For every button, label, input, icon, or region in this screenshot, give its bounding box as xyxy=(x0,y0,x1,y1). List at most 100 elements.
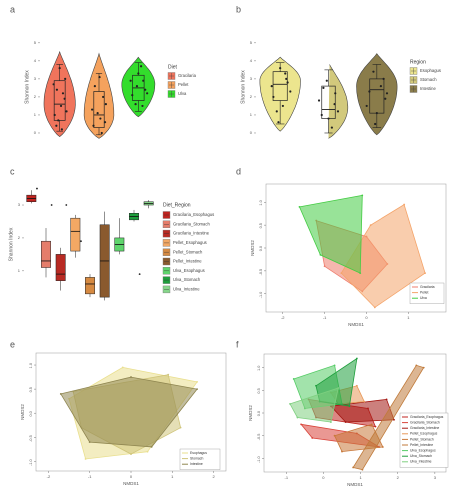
panel-label-b: b xyxy=(236,4,241,14)
data-point xyxy=(135,84,139,88)
panel-a-ytick-label: 1 xyxy=(34,112,37,117)
panel-b-ylabel: Shannon Index xyxy=(240,70,246,104)
data-point xyxy=(336,110,340,113)
data-point xyxy=(374,122,377,126)
sample-point xyxy=(179,426,182,429)
panel-b-ytick-label: 0 xyxy=(250,130,253,135)
data-point xyxy=(272,95,275,99)
legend-label: Ulva xyxy=(420,296,427,300)
violin-intestine xyxy=(356,53,398,136)
panel-label-f: f xyxy=(236,339,239,349)
panel-b-ytick-label: 2 xyxy=(250,94,253,99)
legend-label: Gracilaria_Esophagus xyxy=(173,212,214,217)
data-point xyxy=(286,81,289,84)
xtick-label: 0 xyxy=(365,315,368,320)
legend-label: Pellet_Esophagus xyxy=(410,432,438,436)
sample-point xyxy=(369,224,372,227)
sample-point xyxy=(344,421,347,423)
sample-point xyxy=(359,272,362,275)
panel-b-ytick-label: 1 xyxy=(250,112,253,117)
data-point xyxy=(60,128,63,131)
sample-point xyxy=(385,398,388,401)
data-point xyxy=(134,103,137,106)
sample-point xyxy=(403,203,406,206)
legend-label: Gracilaria_Stomach xyxy=(410,420,440,424)
xtick-label: 0 xyxy=(322,475,325,480)
panel-a-ytick-label: 2 xyxy=(34,94,37,99)
data-point xyxy=(92,124,95,127)
data-point xyxy=(57,119,60,122)
ytick-label: 0.0 xyxy=(259,246,263,251)
legend-box xyxy=(179,448,221,470)
legend-label: Pellet xyxy=(178,82,189,87)
data-point xyxy=(379,84,382,88)
sample-point xyxy=(311,437,314,439)
sample-point xyxy=(289,403,291,405)
ylabel: NMDS2 xyxy=(20,404,25,420)
data-point xyxy=(141,104,144,108)
ytick-label: -0.5 xyxy=(257,434,261,441)
sample-point xyxy=(393,418,395,421)
sample-point xyxy=(59,393,62,395)
ytick-label: 1.0 xyxy=(29,363,33,368)
legend-label: Pellet_Intestine xyxy=(173,259,202,264)
box-gracilaria_stomach xyxy=(41,240,51,268)
xtick-label: 3 xyxy=(434,475,437,480)
legend-label: Pellet xyxy=(420,290,429,294)
sample-point xyxy=(296,416,299,419)
data-point xyxy=(270,84,273,88)
outlier-point xyxy=(138,273,141,276)
panel-a-ytick-label: 3 xyxy=(34,76,37,81)
sample-point xyxy=(370,423,373,426)
xtick-label: 2 xyxy=(212,474,215,479)
data-point xyxy=(277,121,280,124)
sample-point xyxy=(88,441,91,444)
sample-point xyxy=(130,453,132,456)
panel-a-ytick-label: 5 xyxy=(34,40,37,45)
box-gracilaria xyxy=(53,80,66,121)
data-point xyxy=(59,104,63,108)
legend-label: Ulva_Esophagus xyxy=(173,268,205,273)
sample-point xyxy=(323,265,326,268)
legend-label: Ulva_Stomach xyxy=(410,454,432,458)
legend-label: Gracilaria xyxy=(178,73,197,78)
sample-point xyxy=(422,366,425,369)
ytick-label: -1.0 xyxy=(259,292,263,299)
data-point xyxy=(142,79,145,82)
xlabel: NMDS1 xyxy=(348,322,364,327)
legend-label: Gracilaria xyxy=(420,285,435,289)
panel-label-d: d xyxy=(236,166,241,176)
xtick-label: -2 xyxy=(47,474,51,479)
sample-point xyxy=(292,378,295,380)
legend-title: Diet_Region xyxy=(163,202,191,208)
data-point xyxy=(382,77,385,80)
legend-label: Ulva_Esophagus xyxy=(410,448,436,452)
sample-point xyxy=(424,272,426,275)
data-point xyxy=(100,131,103,135)
outlier-point xyxy=(50,204,53,206)
panel-a-ytick-label: 0 xyxy=(34,130,37,135)
sample-point xyxy=(361,194,364,197)
sample-point xyxy=(333,364,336,367)
data-point xyxy=(289,90,292,93)
legend-title: Region xyxy=(410,59,426,65)
ytick-label: -1.0 xyxy=(29,459,33,466)
legend-label: Esophagus xyxy=(420,68,441,73)
box-esophagus xyxy=(272,71,288,101)
data-point xyxy=(279,66,282,70)
legend-label: Pellet_Stomach xyxy=(173,249,203,254)
sample-point xyxy=(381,446,384,448)
sample-point xyxy=(196,380,198,383)
data-point xyxy=(96,112,99,115)
xtick-label: -1 xyxy=(88,474,92,479)
hull-intestine xyxy=(60,376,198,448)
data-point xyxy=(368,90,371,93)
legend-label: Ulva_Intestine xyxy=(173,287,200,292)
panel-f: -1.0 -0.5 0.0 0.5 1.0 -1 0 1 2 3 NMDS1 NMDS2 Gracila… xyxy=(248,353,449,487)
sample-point xyxy=(315,384,317,387)
xtick-label: 1 xyxy=(407,315,410,320)
data-point xyxy=(275,110,278,113)
outlier-point xyxy=(65,204,68,206)
sample-point xyxy=(337,387,340,389)
data-point xyxy=(284,72,287,75)
